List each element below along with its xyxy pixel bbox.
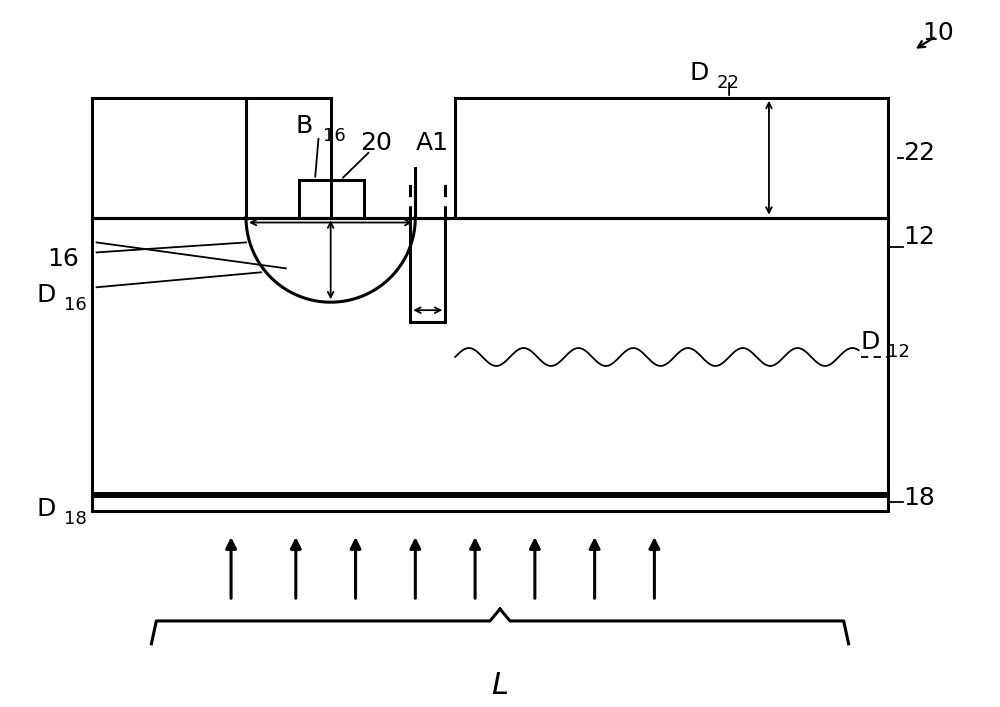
Text: D: D [37,284,56,308]
Text: D: D [689,61,709,85]
Bar [92,218,888,496]
Text: 10: 10 [922,21,954,45]
Text: 16: 16 [47,247,79,271]
Text: L: L [492,671,509,700]
Text: 12: 12 [903,226,935,250]
Bar [455,98,888,218]
Bar [92,98,331,218]
Bar [92,493,888,511]
Text: 20: 20 [361,131,392,155]
Text: 16: 16 [64,296,86,314]
Text: 12: 12 [887,343,910,361]
Text: B: B [296,114,313,138]
Text: D: D [861,330,880,354]
Text: 18: 18 [64,510,86,528]
Text: 16: 16 [323,127,345,145]
Text: 18: 18 [903,486,935,510]
Bar [299,180,364,218]
Text: D: D [37,498,56,521]
Text: 22: 22 [716,74,739,92]
Text: A1: A1 [415,131,448,155]
Text: 22: 22 [903,141,935,165]
